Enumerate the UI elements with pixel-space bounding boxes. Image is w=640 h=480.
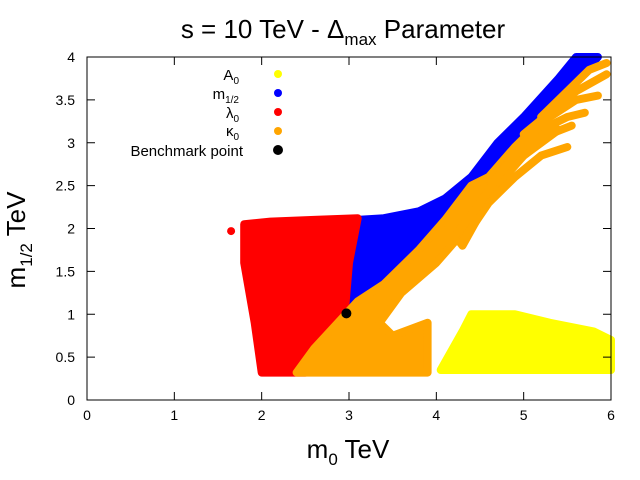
y-tick-label-4: 4 [67, 49, 75, 65]
legend-label-lambda0: λ0 [226, 105, 240, 125]
y-tick-label-1-5: 1.5 [56, 263, 76, 279]
legend-entry-lambda0: λ0 [226, 105, 282, 125]
y-tick-label-3-5: 3.5 [56, 92, 76, 108]
legend-entry-a0: A0 [223, 67, 282, 87]
point-lambda0-0 [227, 227, 236, 236]
arc-kappa0-0 [458, 143, 572, 246]
y-tick-label-2: 2 [67, 221, 75, 237]
legend-label-benchmark: Benchmark point [130, 143, 243, 160]
x-tick-label-2: 2 [258, 407, 266, 423]
y-tick-label-2-5: 2.5 [56, 178, 76, 194]
legend-marker-m12 [274, 89, 282, 97]
chart-title-main: s = 10 TeV - Δ [181, 14, 345, 44]
benchmark-point [341, 308, 352, 319]
legend-entry-kappa0: κ0 [226, 123, 282, 143]
x-axis-ticks: 0 1 2 3 4 5 6 [83, 57, 615, 423]
y-axis-label-tail: TeV [1, 191, 31, 243]
legend-marker-lambda0 [274, 108, 282, 116]
y-tick-label-0-5: 0.5 [56, 349, 76, 365]
x-tick-label-3: 3 [345, 407, 353, 423]
x-tick-label-1: 1 [170, 407, 178, 423]
x-tick-label-6: 6 [607, 407, 615, 423]
legend-marker-benchmark [273, 145, 283, 155]
x-tick-label-0: 0 [83, 407, 91, 423]
chart-title: s = 10 TeV - Δmax Parameter [181, 14, 506, 49]
region-a0-0 [436, 310, 615, 374]
series-regions [240, 53, 615, 377]
y-tick-label-3: 3 [67, 135, 75, 151]
x-axis-label-main: m [307, 434, 329, 464]
chart-title-tail: Parameter [377, 14, 506, 44]
x-tick-label-4: 4 [432, 407, 440, 423]
x-axis-label-sub: 0 [328, 450, 337, 469]
y-axis-ticks: 0 0.5 1 1.5 2 2.5 3 3.5 4 [56, 49, 611, 408]
y-axis-label-sub: 1/2 [17, 243, 36, 267]
x-axis-label: m0 TeV [307, 434, 390, 469]
legend: A0 m1/2 λ0 κ0 Benchmark point [130, 67, 283, 160]
x-axis-label-tail: TeV [338, 434, 390, 464]
chart-title-sub: max [344, 30, 377, 49]
legend-label-m12: m1/2 [213, 86, 240, 106]
y-tick-label-0: 0 [67, 392, 75, 408]
legend-marker-a0 [274, 70, 282, 78]
legend-marker-kappa0 [274, 127, 282, 135]
legend-label-a0: A0 [223, 67, 239, 87]
y-axis-label-main: m [1, 267, 31, 289]
arc-kappa0-5 [537, 59, 611, 121]
legend-entry-m12: m1/2 [213, 86, 282, 106]
legend-label-kappa0: κ0 [226, 123, 240, 143]
series-points [227, 227, 352, 319]
y-tick-label-1: 1 [67, 306, 75, 322]
x-tick-label-5: 5 [520, 407, 528, 423]
legend-entry-benchmark: Benchmark point [130, 143, 283, 160]
y-axis-label: m1/2 TeV [1, 191, 36, 289]
arc-kappa0-4 [519, 70, 611, 139]
